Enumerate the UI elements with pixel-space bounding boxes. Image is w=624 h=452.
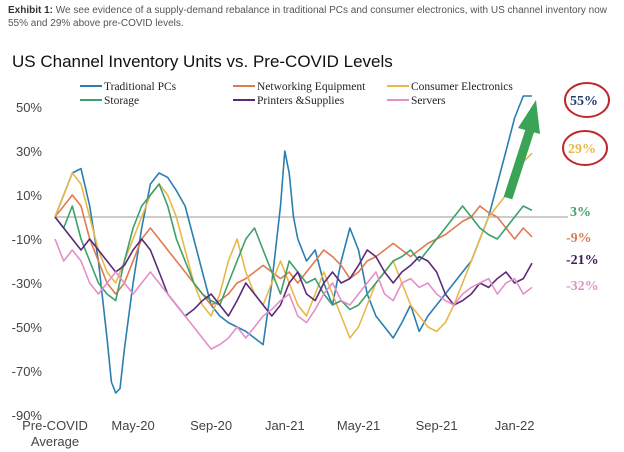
legend-label: Printers &Supplies [257,95,345,107]
x-tick-label: Jan-22 [495,418,535,433]
legend-label: Traditional PCs [104,81,177,93]
series-end-label: 3% [570,205,591,220]
y-tick-label: 50% [16,100,42,115]
series-end-label: -32% [566,279,599,294]
series-end-label: -21% [566,253,599,268]
y-axis: 50% 30% 10% -10% -30% -50% -70% -90% [12,100,43,423]
exhibit-text: We see evidence of a supply-demand rebal… [8,5,608,29]
x-tick-label: Pre-COVID [22,418,88,433]
chart-title: US Channel Inventory Units vs. Pre-COVID… [12,52,393,71]
y-tick-label: -10% [12,232,43,247]
plot-area [54,95,568,394]
legend-label: Storage [104,95,139,107]
y-tick-label: 30% [16,144,42,159]
y-tick-label: -30% [12,276,43,291]
legend-label: Consumer Electronics [411,81,513,93]
x-tick-label-line2: Average [31,434,79,449]
x-tick-label: May-21 [337,418,380,433]
series-line [54,152,533,339]
series-end-label: 29% [568,142,596,157]
x-tick-label: Jan-21 [265,418,305,433]
legend-label: Servers [411,95,446,107]
highlight-circle [564,82,610,118]
x-tick-label: Sep-20 [190,418,232,433]
series-end-label: 55% [570,94,598,109]
trend-arrow-shaft [503,128,535,200]
trend-arrow-head [518,100,540,134]
legend-label: Networking Equipment [257,81,366,93]
series-line [54,95,532,394]
y-tick-label: -50% [12,320,43,335]
series-line [54,183,533,311]
series-line [54,216,533,317]
series-line [54,238,533,350]
x-tick-label: Sep-21 [416,418,458,433]
series-end-label: -9% [566,231,592,246]
exhibit-caption: Exhibit 1: We see evidence of a supply-d… [8,4,608,30]
y-tick-label: 10% [16,188,42,203]
chart-legend: Traditional PCs Networking Equipment Consu… [80,81,513,107]
x-tick-label: May-20 [111,418,154,433]
y-tick-label: -90% [12,408,43,423]
exhibit-label: Exhibit 1: [8,5,54,16]
annotations: 55% -9% 29% 3% -21% -32% [503,82,610,294]
highlight-circle [562,130,608,166]
y-tick-label: -70% [12,364,43,379]
